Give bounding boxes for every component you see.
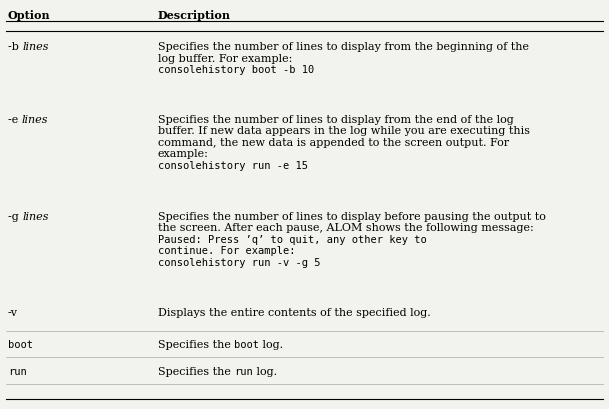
Text: Specifies the number of lines to display from the end of the log: Specifies the number of lines to display…: [158, 115, 514, 125]
Text: command, the new data is appended to the screen output. For: command, the new data is appended to the…: [158, 138, 509, 148]
Text: boot: boot: [8, 339, 33, 349]
Text: the screen. After each pause, ALOM shows the following message:: the screen. After each pause, ALOM shows…: [158, 223, 533, 233]
Text: log.: log.: [253, 366, 277, 376]
Text: Displays the entire contents of the specified log.: Displays the entire contents of the spec…: [158, 307, 431, 317]
Text: -b: -b: [8, 42, 23, 52]
Text: -e: -e: [8, 115, 22, 125]
Text: Specifies the: Specifies the: [158, 366, 234, 376]
Text: consolehistory boot -b 10: consolehistory boot -b 10: [158, 65, 314, 75]
Text: Specifies the number of lines to display from the beginning of the: Specifies the number of lines to display…: [158, 42, 529, 52]
Text: buffer. If new data appears in the log while you are executing this: buffer. If new data appears in the log w…: [158, 126, 530, 136]
Text: continue. For example:: continue. For example:: [158, 246, 295, 256]
Text: example:: example:: [158, 149, 209, 159]
Text: Option: Option: [8, 10, 51, 21]
Text: boot: boot: [234, 339, 259, 349]
Text: Specifies the number of lines to display before pausing the output to: Specifies the number of lines to display…: [158, 211, 546, 221]
Text: consolehistory run -v -g 5: consolehistory run -v -g 5: [158, 257, 320, 267]
Text: lines: lines: [22, 115, 48, 125]
Text: run: run: [234, 366, 253, 376]
Text: lines: lines: [23, 42, 49, 52]
Text: -v: -v: [8, 307, 18, 317]
Text: -g: -g: [8, 211, 23, 221]
Text: Paused: Press ’q’ to quit, any other key to: Paused: Press ’q’ to quit, any other key…: [158, 234, 427, 245]
Text: log.: log.: [259, 339, 284, 349]
Text: log buffer. For example:: log buffer. For example:: [158, 53, 292, 63]
Text: consolehistory run -e 15: consolehistory run -e 15: [158, 161, 308, 171]
Text: Specifies the: Specifies the: [158, 339, 234, 349]
Text: Description: Description: [158, 10, 231, 21]
Text: lines: lines: [23, 211, 49, 221]
Text: run: run: [8, 366, 27, 376]
